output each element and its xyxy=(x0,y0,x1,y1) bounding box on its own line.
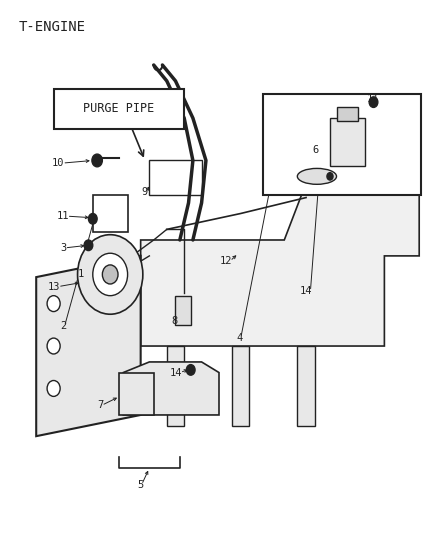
Bar xyxy=(336,108,358,120)
Text: 4: 4 xyxy=(237,333,243,343)
Bar xyxy=(232,346,250,425)
Circle shape xyxy=(47,381,60,397)
Circle shape xyxy=(102,265,118,284)
Text: 1: 1 xyxy=(78,270,84,279)
Circle shape xyxy=(93,253,127,296)
Bar xyxy=(262,94,421,195)
Circle shape xyxy=(84,240,93,251)
Text: 5: 5 xyxy=(138,480,144,490)
Circle shape xyxy=(78,235,143,314)
FancyBboxPatch shape xyxy=(53,89,184,128)
Polygon shape xyxy=(36,256,141,436)
Circle shape xyxy=(369,97,378,108)
Text: 8: 8 xyxy=(171,316,178,326)
Text: 3: 3 xyxy=(60,243,67,253)
Bar xyxy=(93,195,127,232)
Text: 2: 2 xyxy=(60,321,67,332)
Text: 14: 14 xyxy=(300,286,313,296)
Circle shape xyxy=(47,338,60,354)
Text: 14: 14 xyxy=(170,368,182,377)
Text: T-ENGINE: T-ENGINE xyxy=(19,20,86,34)
Bar xyxy=(119,373,154,415)
Circle shape xyxy=(88,214,97,224)
Text: 13: 13 xyxy=(48,281,60,292)
Circle shape xyxy=(327,173,333,180)
Ellipse shape xyxy=(297,168,336,184)
Text: 6: 6 xyxy=(313,145,319,155)
Bar xyxy=(149,160,201,195)
Text: PURGE PIPE: PURGE PIPE xyxy=(83,102,155,115)
Circle shape xyxy=(47,296,60,312)
Text: 10: 10 xyxy=(52,158,64,168)
Bar xyxy=(330,118,365,166)
Polygon shape xyxy=(123,362,219,415)
Bar xyxy=(167,346,184,425)
Bar xyxy=(176,296,191,325)
Circle shape xyxy=(186,365,195,375)
Text: 12: 12 xyxy=(219,256,232,266)
Polygon shape xyxy=(141,160,419,346)
Text: 11: 11 xyxy=(57,211,69,221)
Text: 7: 7 xyxy=(97,400,104,410)
Text: 11: 11 xyxy=(367,94,379,104)
Circle shape xyxy=(92,154,102,167)
Bar xyxy=(297,346,315,425)
Text: 9: 9 xyxy=(141,187,147,197)
